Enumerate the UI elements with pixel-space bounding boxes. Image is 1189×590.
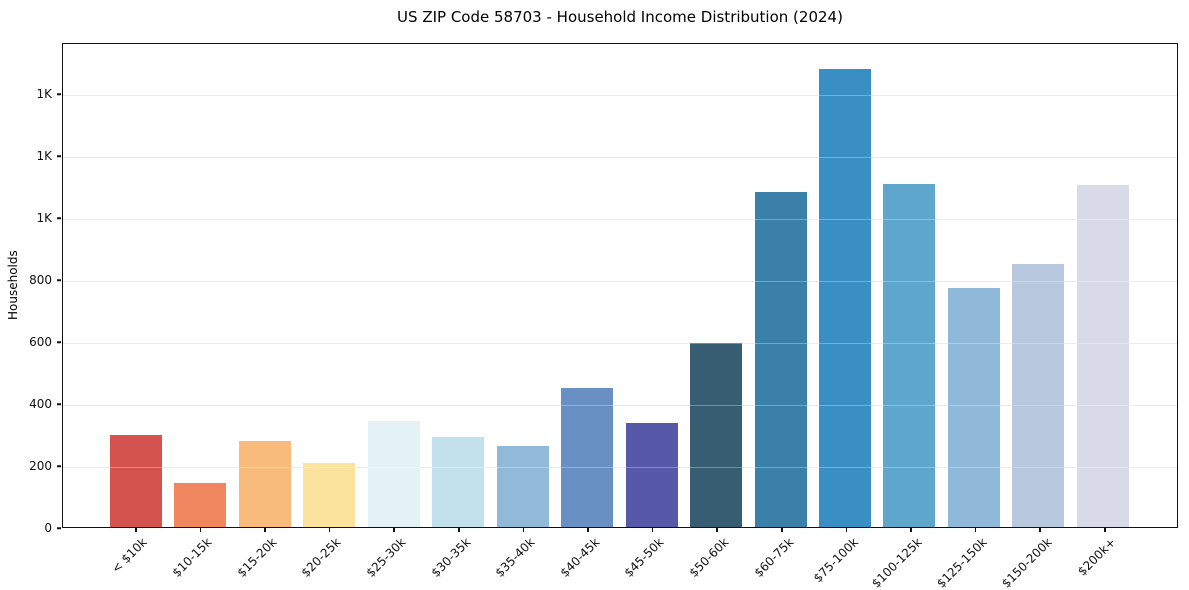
y-tick-mark-400 bbox=[57, 403, 61, 405]
x-tick-mark-15 bbox=[1104, 528, 1106, 532]
bar-150-200k bbox=[1012, 264, 1065, 527]
bar-25-30k bbox=[367, 421, 420, 527]
x-tick-label-14: $150-200k bbox=[998, 535, 1055, 590]
x-tick-mark-1 bbox=[199, 528, 202, 532]
bar-30-35k bbox=[432, 437, 485, 527]
x-tick-label-11: $75-100k bbox=[810, 535, 861, 586]
gridline-800 bbox=[63, 281, 1177, 283]
bar-10k bbox=[110, 435, 162, 527]
gridline-overlay-200 bbox=[63, 467, 1177, 469]
y-tick-label-1000: 1K bbox=[36, 211, 52, 226]
x-tick-label-3: $20-25k bbox=[298, 535, 344, 580]
x-tick-label-5: $30-35k bbox=[428, 535, 473, 580]
gridline-overlay-600 bbox=[63, 343, 1177, 345]
x-tick-mark-5 bbox=[458, 528, 460, 532]
x-tick-mark-3 bbox=[328, 528, 331, 532]
x-tick-mark-2 bbox=[264, 528, 266, 532]
bar-100-125k bbox=[883, 183, 936, 527]
gridline-overlay-1400 bbox=[63, 95, 1177, 97]
bar-50-60k bbox=[690, 343, 743, 527]
x-tick-label-0: < $10k bbox=[109, 535, 150, 576]
gridline-overlay-400 bbox=[63, 405, 1177, 407]
gridline-600 bbox=[63, 343, 1177, 345]
x-tick-mark-7 bbox=[587, 528, 589, 532]
x-tick-mark-6 bbox=[522, 528, 525, 532]
y-tick-mark-1400 bbox=[57, 93, 61, 95]
x-tick-mark-12 bbox=[910, 528, 912, 532]
x-tick-mark-9 bbox=[716, 528, 718, 532]
bar-10-15k bbox=[174, 482, 227, 527]
y-axis-label: Households bbox=[6, 250, 20, 321]
x-tick-label-4: $25-30k bbox=[363, 535, 409, 580]
y-tick-mark-0 bbox=[57, 527, 61, 529]
gridline-200 bbox=[63, 467, 1177, 469]
bar-125-150k bbox=[947, 287, 1000, 527]
y-tick-mark-1000 bbox=[57, 217, 61, 219]
x-tick-mark-8 bbox=[651, 528, 654, 532]
x-tick-mark-4 bbox=[393, 528, 395, 532]
x-tick-mark-10 bbox=[781, 528, 783, 532]
bar-200k bbox=[1076, 185, 1129, 527]
y-tick-label-400: 400 bbox=[29, 397, 52, 412]
y-tick-label-200: 200 bbox=[29, 459, 52, 474]
x-tick-mark-0 bbox=[135, 528, 137, 532]
y-tick-mark-200 bbox=[57, 465, 61, 467]
y-tick-mark-1200 bbox=[57, 155, 61, 157]
x-tick-label-15: $200k+ bbox=[1075, 535, 1119, 579]
gridline-1400 bbox=[63, 95, 1177, 97]
bar-75-100k bbox=[818, 68, 871, 527]
gridline-1000 bbox=[63, 219, 1177, 221]
x-tick-label-13: $125-150k bbox=[934, 535, 990, 590]
bars-container bbox=[63, 44, 1177, 527]
x-tick-label-2: $15-20k bbox=[234, 535, 280, 580]
gridline-overlay-1000 bbox=[63, 219, 1177, 221]
x-tick-label-9: $50-60k bbox=[686, 535, 732, 580]
x-tick-label-7: $40-45k bbox=[557, 535, 603, 580]
y-tick-label-0: 0 bbox=[44, 521, 52, 535]
y-tick-label-1400: 1K bbox=[36, 87, 52, 102]
y-tick-label-1200: 1K bbox=[36, 149, 52, 164]
gridline-overlay-800 bbox=[63, 281, 1177, 283]
gridline-1200 bbox=[63, 157, 1177, 159]
gridline-400 bbox=[63, 405, 1177, 407]
x-tick-label-10: $60-75k bbox=[751, 535, 796, 580]
x-tick-label-6: $35-40k bbox=[492, 535, 538, 580]
y-tick-label-600: 600 bbox=[29, 335, 52, 350]
bar-60-75k bbox=[754, 192, 807, 527]
chart-title: US ZIP Code 58703 - Household Income Dis… bbox=[397, 8, 843, 26]
bar-40-45k bbox=[561, 387, 614, 527]
x-tick-mark-13 bbox=[974, 528, 977, 532]
x-tick-label-8: $45-50k bbox=[621, 535, 667, 580]
y-tick-label-800: 800 bbox=[29, 273, 52, 288]
bar-35-40k bbox=[496, 446, 549, 527]
bar-20-25k bbox=[303, 462, 356, 527]
x-tick-label-12: $100-125k bbox=[869, 535, 926, 590]
x-tick-mark-11 bbox=[845, 528, 848, 532]
y-tick-mark-600 bbox=[57, 341, 61, 343]
x-tick-label-1: $10-15k bbox=[169, 535, 215, 580]
gridline-overlay-1200 bbox=[63, 157, 1177, 159]
plot-area bbox=[62, 43, 1178, 528]
y-tick-mark-800 bbox=[57, 279, 61, 281]
x-tick-mark-14 bbox=[1039, 528, 1041, 532]
bar-45-50k bbox=[625, 422, 678, 527]
bar-15-20k bbox=[238, 441, 291, 527]
